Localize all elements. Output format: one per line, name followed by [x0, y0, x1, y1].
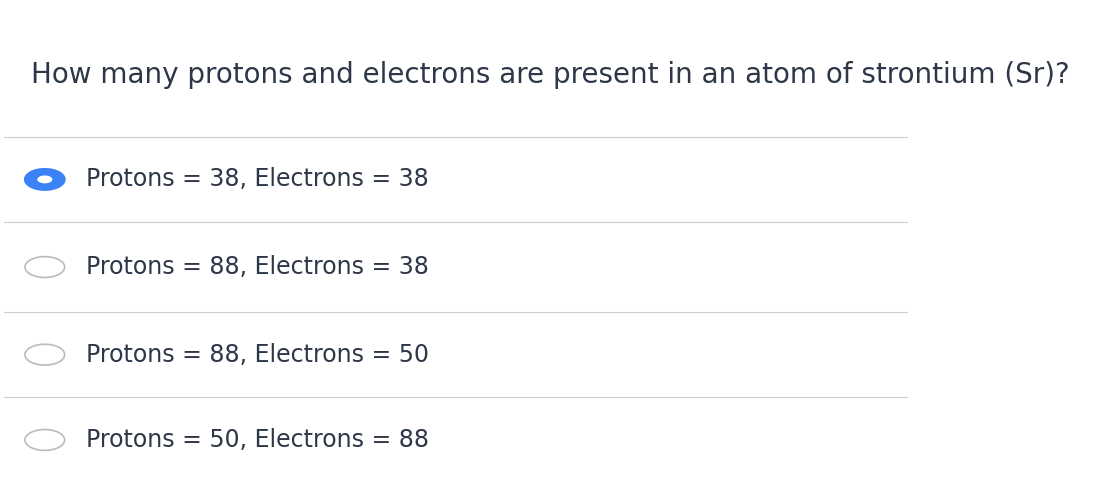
Circle shape	[24, 429, 65, 450]
Circle shape	[24, 169, 65, 190]
Text: Protons = 88, Electrons = 50: Protons = 88, Electrons = 50	[87, 343, 430, 367]
Text: Protons = 88, Electrons = 38: Protons = 88, Electrons = 38	[87, 255, 430, 279]
Text: Protons = 50, Electrons = 88: Protons = 50, Electrons = 88	[87, 428, 430, 452]
Text: How many protons and electrons are present in an atom of strontium (Sr)?: How many protons and electrons are prese…	[31, 61, 1070, 89]
Circle shape	[37, 175, 52, 183]
Circle shape	[24, 256, 65, 278]
Circle shape	[24, 344, 65, 365]
Text: Protons = 38, Electrons = 38: Protons = 38, Electrons = 38	[87, 167, 429, 191]
